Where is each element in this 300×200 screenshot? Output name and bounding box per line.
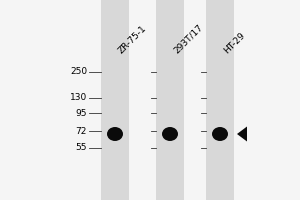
Ellipse shape (162, 127, 178, 141)
Ellipse shape (212, 127, 228, 141)
Text: 130: 130 (70, 94, 87, 102)
Text: 72: 72 (76, 127, 87, 136)
Text: ZR-75-1: ZR-75-1 (117, 23, 148, 55)
Polygon shape (237, 127, 247, 142)
Bar (101, 0, 129, 200)
Text: 95: 95 (76, 108, 87, 117)
Text: 55: 55 (76, 144, 87, 152)
Text: 293T/17: 293T/17 (172, 22, 205, 55)
Text: HT-29: HT-29 (222, 30, 247, 55)
Ellipse shape (107, 127, 123, 141)
Bar (206, 0, 234, 200)
Text: 250: 250 (70, 68, 87, 76)
Bar (156, 0, 184, 200)
